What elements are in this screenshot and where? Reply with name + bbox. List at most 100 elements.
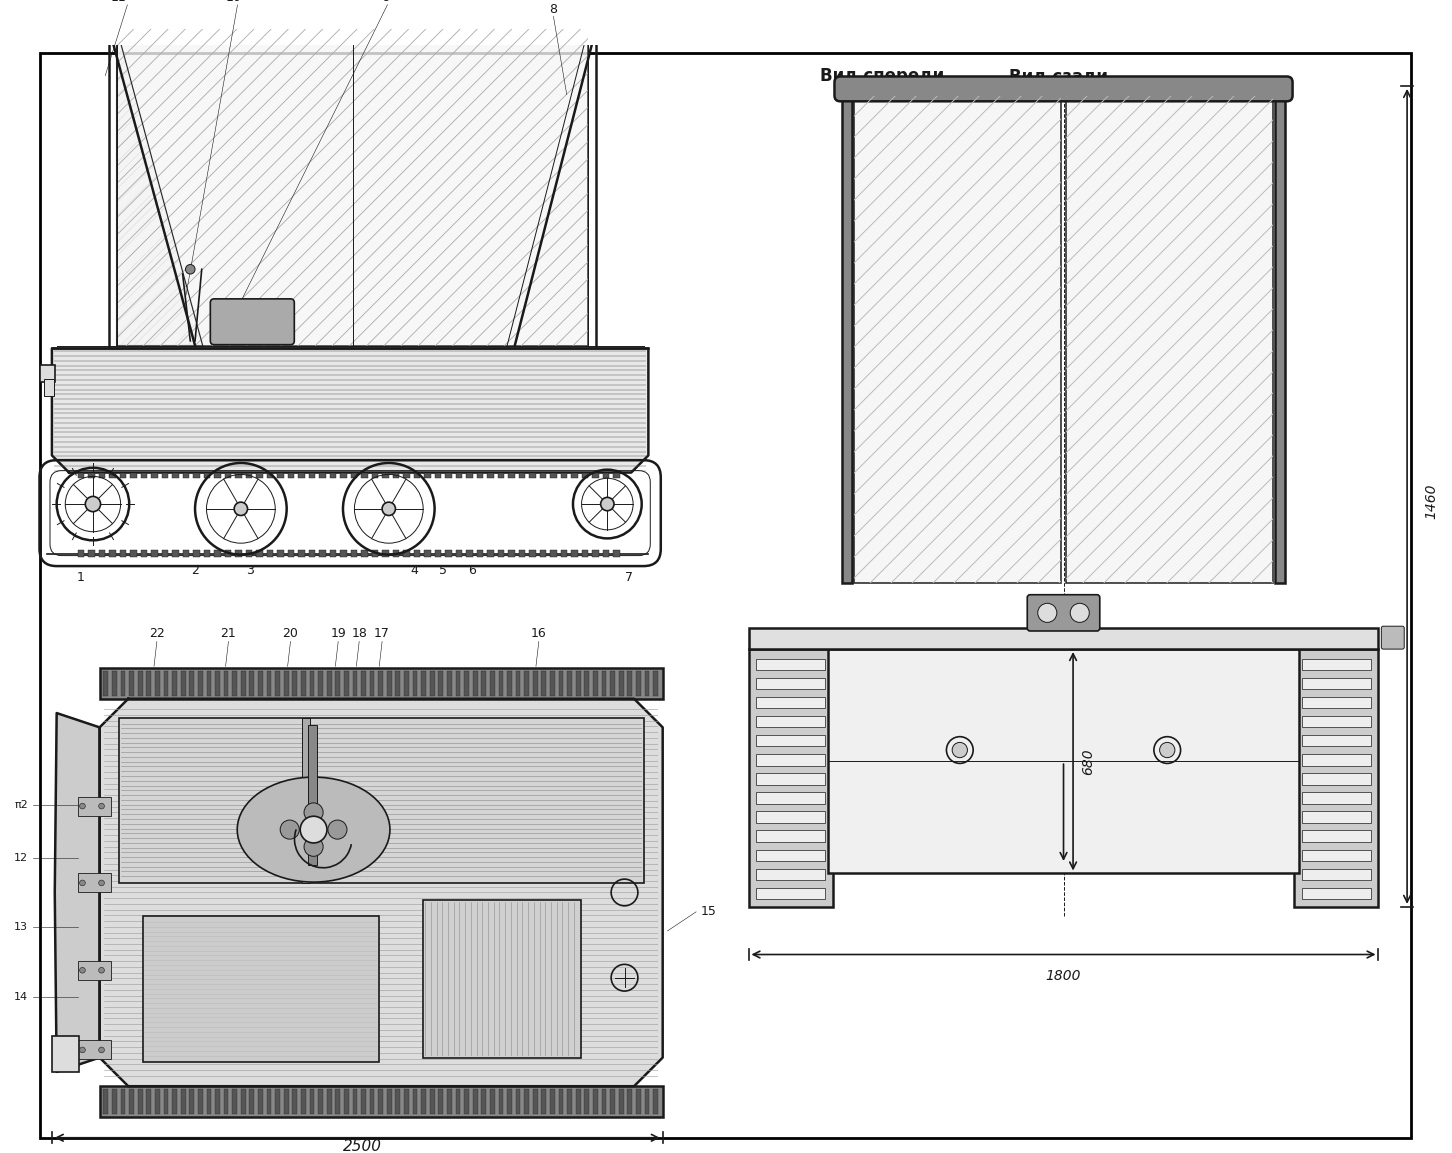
Bar	[309, 1090, 314, 1114]
Bar	[613, 473, 620, 478]
Bar	[382, 473, 389, 478]
Text: 18: 18	[351, 626, 367, 640]
Bar	[456, 473, 462, 478]
Bar	[319, 473, 325, 478]
Bar	[542, 671, 546, 696]
Bar	[335, 1090, 340, 1114]
Bar	[292, 671, 298, 696]
Bar	[89, 473, 94, 478]
Bar	[121, 671, 125, 696]
Bar	[392, 473, 399, 478]
Bar	[515, 1090, 520, 1114]
Bar	[99, 473, 106, 478]
Bar	[395, 671, 401, 696]
Bar	[362, 550, 367, 558]
Bar	[498, 1090, 504, 1114]
Bar	[592, 473, 598, 478]
Bar	[1302, 754, 1371, 766]
Bar	[276, 1090, 280, 1114]
Bar	[447, 1090, 452, 1114]
Bar	[1302, 888, 1371, 899]
Bar	[232, 671, 237, 696]
Bar	[424, 473, 431, 478]
Bar	[151, 550, 158, 558]
Bar	[235, 550, 242, 558]
Bar	[515, 671, 520, 696]
Bar	[486, 473, 494, 478]
Bar	[466, 550, 473, 558]
Bar	[559, 1090, 563, 1114]
Text: Вид спереди: Вид спереди	[820, 67, 944, 85]
Polygon shape	[116, 29, 203, 346]
Bar	[627, 671, 632, 696]
Bar	[327, 671, 331, 696]
Bar	[379, 1090, 383, 1114]
FancyBboxPatch shape	[1381, 626, 1404, 649]
Bar	[292, 1090, 298, 1114]
Text: 5: 5	[439, 564, 447, 578]
Bar	[613, 550, 620, 558]
Bar	[164, 671, 168, 696]
Bar	[327, 1090, 331, 1114]
Bar	[340, 550, 347, 558]
Bar	[52, 1035, 78, 1072]
Polygon shape	[52, 348, 649, 473]
Bar	[250, 671, 254, 696]
Bar	[498, 671, 504, 696]
Bar	[518, 473, 526, 478]
Bar	[100, 1086, 662, 1117]
Bar	[828, 649, 1300, 873]
Text: 13: 13	[15, 922, 28, 933]
Bar	[529, 550, 536, 558]
Bar	[582, 473, 588, 478]
Bar	[161, 473, 168, 478]
Text: 4: 4	[411, 564, 418, 578]
Bar	[601, 1090, 607, 1114]
Bar	[372, 473, 379, 478]
Bar	[103, 671, 109, 696]
Bar	[756, 734, 825, 746]
Bar	[225, 550, 231, 558]
Bar	[395, 1090, 401, 1114]
Bar	[287, 550, 295, 558]
Text: 16: 16	[531, 626, 547, 640]
Bar	[370, 671, 375, 696]
Bar	[1066, 96, 1273, 583]
Polygon shape	[100, 699, 662, 1086]
Text: 14: 14	[15, 993, 28, 1002]
Bar	[283, 1090, 289, 1114]
Bar	[215, 1090, 219, 1114]
Bar	[138, 671, 142, 696]
Bar	[100, 669, 662, 699]
Text: 3: 3	[247, 564, 254, 578]
Circle shape	[99, 880, 105, 886]
Bar	[446, 550, 452, 558]
Bar	[267, 1090, 272, 1114]
Bar	[456, 550, 462, 558]
Bar	[518, 550, 526, 558]
Bar	[576, 671, 581, 696]
Bar	[121, 1090, 125, 1114]
Text: Вид сзади: Вид сзади	[1009, 67, 1108, 85]
Text: 6: 6	[468, 564, 476, 578]
Text: 10: 10	[225, 0, 241, 3]
Bar	[301, 1090, 306, 1114]
Bar	[568, 671, 572, 696]
Bar	[241, 1090, 245, 1114]
Bar	[447, 671, 452, 696]
Bar	[412, 671, 417, 696]
Bar	[603, 473, 610, 478]
Bar	[1302, 850, 1371, 861]
Bar	[421, 1090, 425, 1114]
Bar	[340, 473, 347, 478]
Bar	[476, 473, 484, 478]
Bar	[103, 1090, 109, 1114]
Bar	[653, 1090, 658, 1114]
Bar	[854, 96, 1060, 583]
Bar	[183, 473, 189, 478]
Bar	[498, 473, 504, 478]
Text: 1: 1	[77, 571, 84, 585]
Bar	[287, 473, 295, 478]
Bar	[330, 473, 337, 478]
Circle shape	[80, 880, 86, 886]
